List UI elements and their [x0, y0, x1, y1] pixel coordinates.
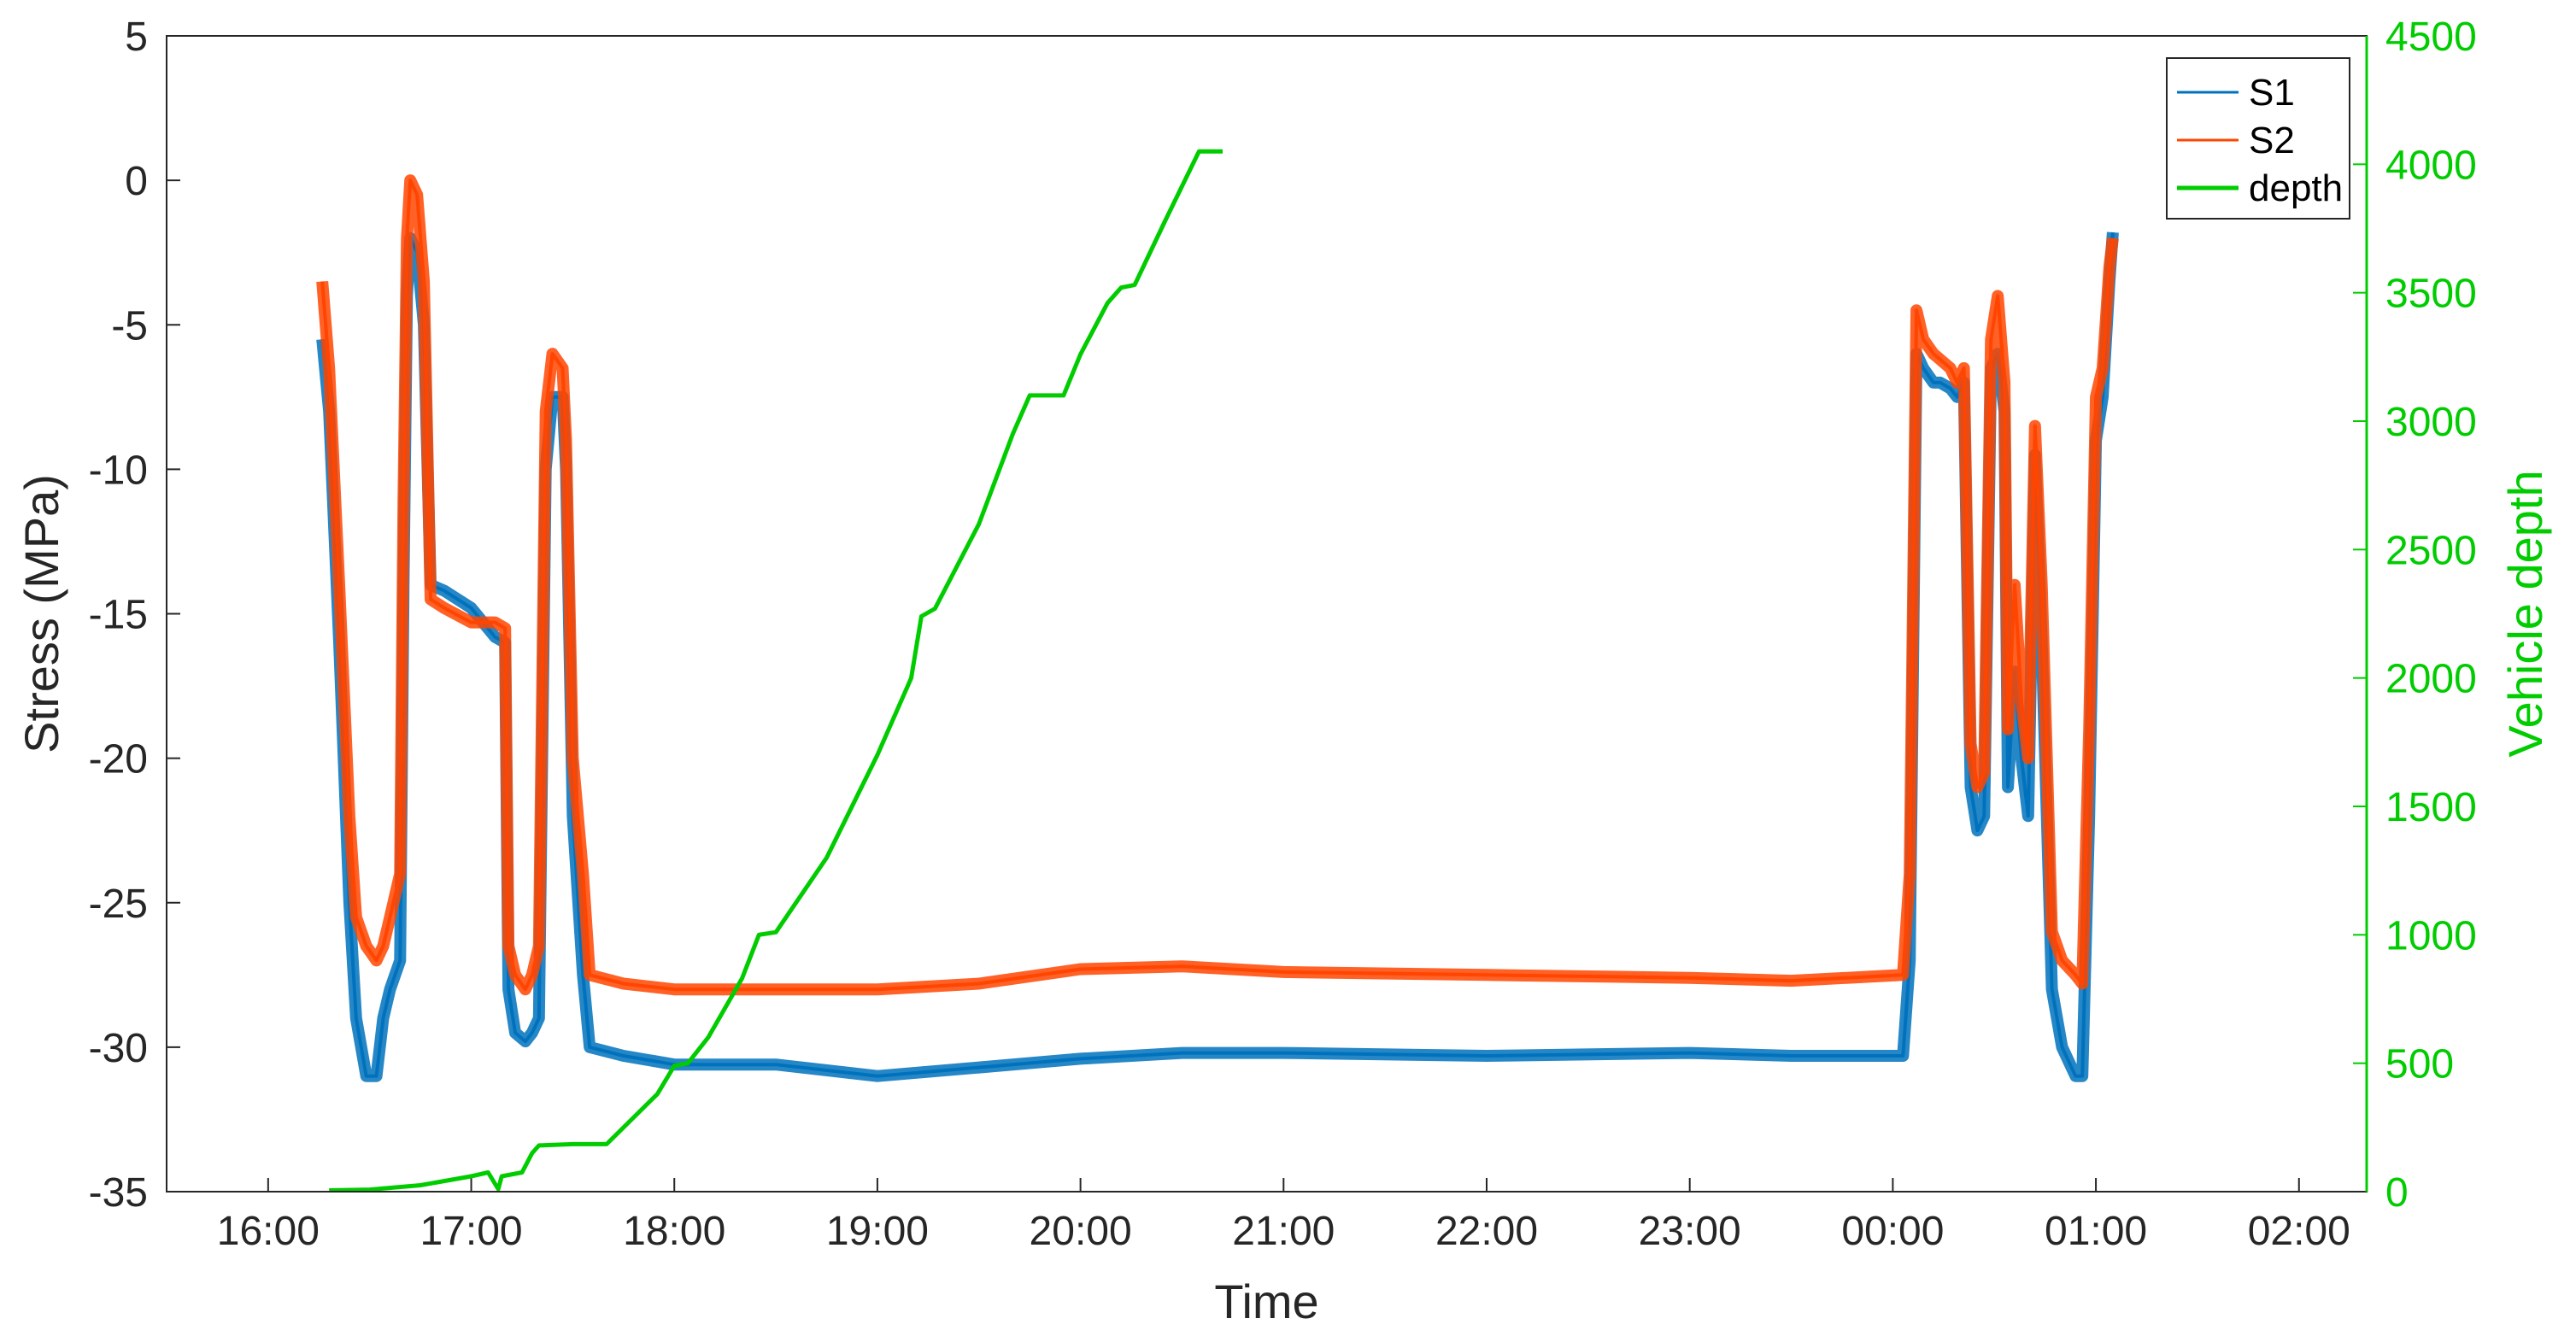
series-depth — [329, 149, 1223, 1192]
x-axis-title: Time — [1214, 1275, 1318, 1328]
right-tick-label: 2000 — [2385, 657, 2477, 702]
x-tick-label: 17:00 — [420, 1209, 522, 1254]
right-tick-label: 3000 — [2385, 400, 2477, 445]
legend-box — [2166, 57, 2350, 220]
left-tick-label: -30 — [89, 1026, 148, 1071]
left-tick-label: 0 — [125, 159, 148, 204]
left-tick-label: -15 — [89, 593, 148, 638]
right-tick-label: 4500 — [2385, 15, 2477, 60]
left-tick-label: -35 — [89, 1170, 148, 1216]
left-y-axis-title: Stress (MPa) — [15, 474, 68, 753]
right-tick-label: 1000 — [2385, 913, 2477, 958]
plot-area — [316, 149, 2119, 1192]
legend-label: S2 — [2249, 120, 2295, 161]
right-y-axis: 4500 4000 3500 3000 2500 2000 1500 1000 500 0 — [2353, 15, 2477, 1216]
right-tick-label: 4000 — [2385, 143, 2477, 188]
legend-label: S1 — [2249, 72, 2295, 114]
x-tick-label: 00:00 — [1841, 1209, 1944, 1254]
left-tick-label: -20 — [89, 737, 148, 782]
right-tick-label: 500 — [2385, 1042, 2454, 1087]
x-tick-label: 16:00 — [217, 1209, 320, 1254]
x-tick-label: 20:00 — [1030, 1209, 1132, 1254]
left-tick-label: -10 — [89, 448, 148, 493]
left-tick-label: -5 — [111, 303, 148, 349]
x-tick-label: 19:00 — [826, 1209, 929, 1254]
legend-label: depth — [2249, 167, 2343, 209]
right-tick-label: 2500 — [2385, 528, 2477, 573]
left-tick-label: -25 — [89, 882, 148, 927]
right-y-axis-title: Vehicle depth — [2498, 470, 2552, 757]
x-tick-label: 21:00 — [1232, 1209, 1335, 1254]
left-tick-label: 5 — [125, 15, 148, 60]
series-S2 — [316, 174, 2119, 996]
x-tick-label: 18:00 — [623, 1209, 725, 1254]
x-tick-label: 02:00 — [2248, 1209, 2350, 1254]
right-tick-label: 1500 — [2385, 785, 2477, 830]
x-tick-label: 23:00 — [1639, 1209, 1741, 1254]
x-axis: 16:00 17:00 18:00 19:00 20:00 21:00 22:00 23:00… — [217, 1178, 2350, 1254]
x-tick-label: 22:00 — [1435, 1209, 1538, 1254]
legend: S1 S2 depth — [2166, 57, 2350, 220]
right-tick-label: 3500 — [2385, 272, 2477, 317]
right-tick-label: 0 — [2385, 1170, 2409, 1216]
x-tick-label: 01:00 — [2045, 1209, 2147, 1254]
left-y-axis: 5 0 -5 -10 -15 -20 -25 -30 -35 — [89, 15, 180, 1216]
